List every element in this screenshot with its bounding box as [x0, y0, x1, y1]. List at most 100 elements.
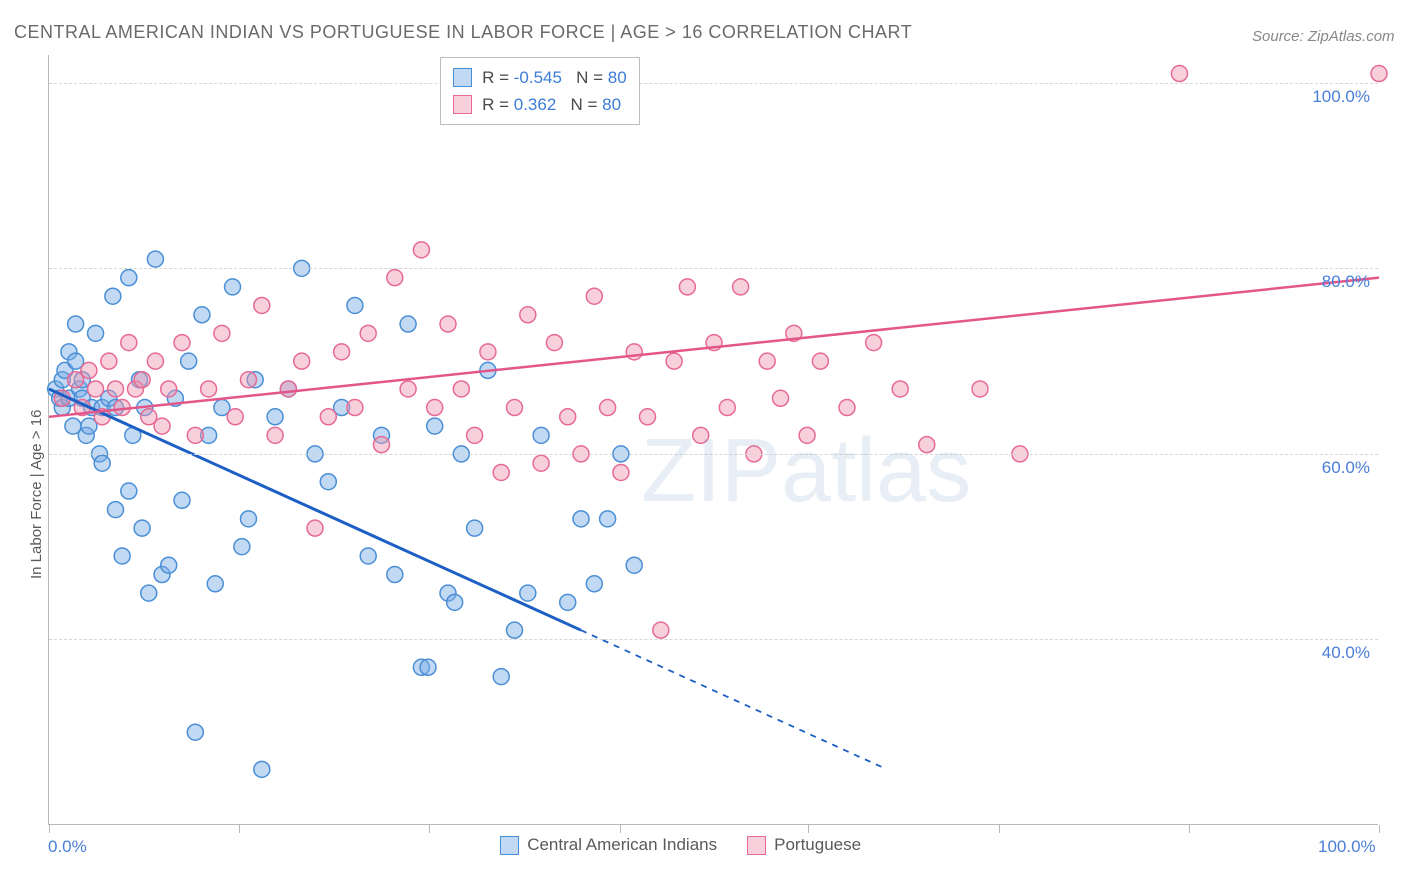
data-point — [573, 511, 589, 527]
data-point — [108, 381, 124, 397]
data-point — [147, 251, 163, 267]
data-point — [626, 557, 642, 573]
data-point — [194, 307, 210, 323]
data-point — [400, 316, 416, 332]
correlation-legend-row: R = -0.545 N = 80 — [453, 64, 627, 91]
data-point — [347, 400, 363, 416]
data-point — [679, 279, 695, 295]
x-tick — [808, 825, 809, 833]
data-point — [320, 474, 336, 490]
data-point — [227, 409, 243, 425]
x-tick — [1379, 825, 1380, 833]
grid-line — [49, 454, 1378, 455]
data-point — [267, 427, 283, 443]
data-point — [467, 520, 483, 536]
data-point — [866, 335, 882, 351]
data-point — [919, 437, 935, 453]
data-point — [94, 455, 110, 471]
y-axis-title: In Labor Force | Age > 16 — [28, 409, 45, 578]
chart-svg — [49, 55, 1378, 824]
data-point — [121, 335, 137, 351]
data-point — [360, 548, 376, 564]
data-point — [387, 270, 403, 286]
data-point — [453, 381, 469, 397]
data-point — [892, 381, 908, 397]
data-point — [374, 437, 390, 453]
data-point — [267, 409, 283, 425]
data-point — [347, 297, 363, 313]
data-point — [68, 316, 84, 332]
data-point — [294, 353, 310, 369]
x-tick — [620, 825, 621, 833]
data-point — [493, 464, 509, 480]
data-point — [214, 325, 230, 341]
data-point — [560, 409, 576, 425]
data-point — [586, 576, 602, 592]
data-point — [334, 344, 350, 360]
data-point — [666, 353, 682, 369]
data-point — [154, 418, 170, 434]
legend-stat-text: R = 0.362 N = 80 — [482, 91, 621, 118]
data-point — [507, 622, 523, 638]
series-legend: Central American IndiansPortuguese — [500, 835, 861, 855]
correlation-legend-row: R = 0.362 N = 80 — [453, 91, 627, 118]
data-point — [320, 409, 336, 425]
data-point — [187, 724, 203, 740]
legend-swatch — [453, 95, 472, 114]
y-axis-title-text: In Labor Force | Age > 16 — [28, 409, 45, 578]
data-point — [187, 427, 203, 443]
data-point — [387, 567, 403, 583]
data-point — [600, 511, 616, 527]
data-point — [626, 344, 642, 360]
data-point — [121, 483, 137, 499]
data-point — [812, 353, 828, 369]
data-point — [653, 622, 669, 638]
x-tick — [239, 825, 240, 833]
data-point — [427, 400, 443, 416]
data-point — [719, 400, 735, 416]
data-point — [560, 594, 576, 610]
data-point — [520, 585, 536, 601]
source-text: Source: ZipAtlas.com — [1252, 28, 1395, 45]
data-point — [161, 557, 177, 573]
data-point — [693, 427, 709, 443]
data-point — [134, 520, 150, 536]
y-tick-label: 100.0% — [1312, 87, 1370, 107]
data-point — [413, 242, 429, 258]
legend-swatch — [500, 836, 519, 855]
data-point — [101, 353, 117, 369]
data-point — [507, 400, 523, 416]
data-point — [174, 335, 190, 351]
data-point — [799, 427, 815, 443]
source-attribution: Source: ZipAtlas.com — [1252, 28, 1395, 45]
data-point — [201, 381, 217, 397]
legend-stat-text: R = -0.545 N = 80 — [482, 64, 627, 91]
grid-line — [49, 639, 1378, 640]
chart-title-text: CENTRAL AMERICAN INDIAN VS PORTUGUESE IN… — [14, 22, 912, 42]
data-point — [773, 390, 789, 406]
x-tick — [1189, 825, 1190, 833]
data-point — [241, 372, 257, 388]
data-point — [640, 409, 656, 425]
series-legend-item: Central American Indians — [500, 835, 717, 855]
data-point — [520, 307, 536, 323]
data-point — [400, 381, 416, 397]
data-point — [181, 353, 197, 369]
data-point — [174, 492, 190, 508]
data-point — [141, 585, 157, 601]
data-point — [467, 427, 483, 443]
y-tick-label: 80.0% — [1322, 272, 1370, 292]
data-point — [161, 381, 177, 397]
data-point — [234, 539, 250, 555]
data-point — [440, 316, 456, 332]
data-point — [254, 761, 270, 777]
grid-line — [49, 268, 1378, 269]
data-point — [427, 418, 443, 434]
data-point — [307, 520, 323, 536]
data-point — [533, 427, 549, 443]
data-point — [241, 511, 257, 527]
data-point — [108, 502, 124, 518]
plot-area: ZIPatlas 40.0%60.0%80.0%100.0% — [48, 55, 1378, 825]
data-point — [360, 325, 376, 341]
x-tick — [429, 825, 430, 833]
